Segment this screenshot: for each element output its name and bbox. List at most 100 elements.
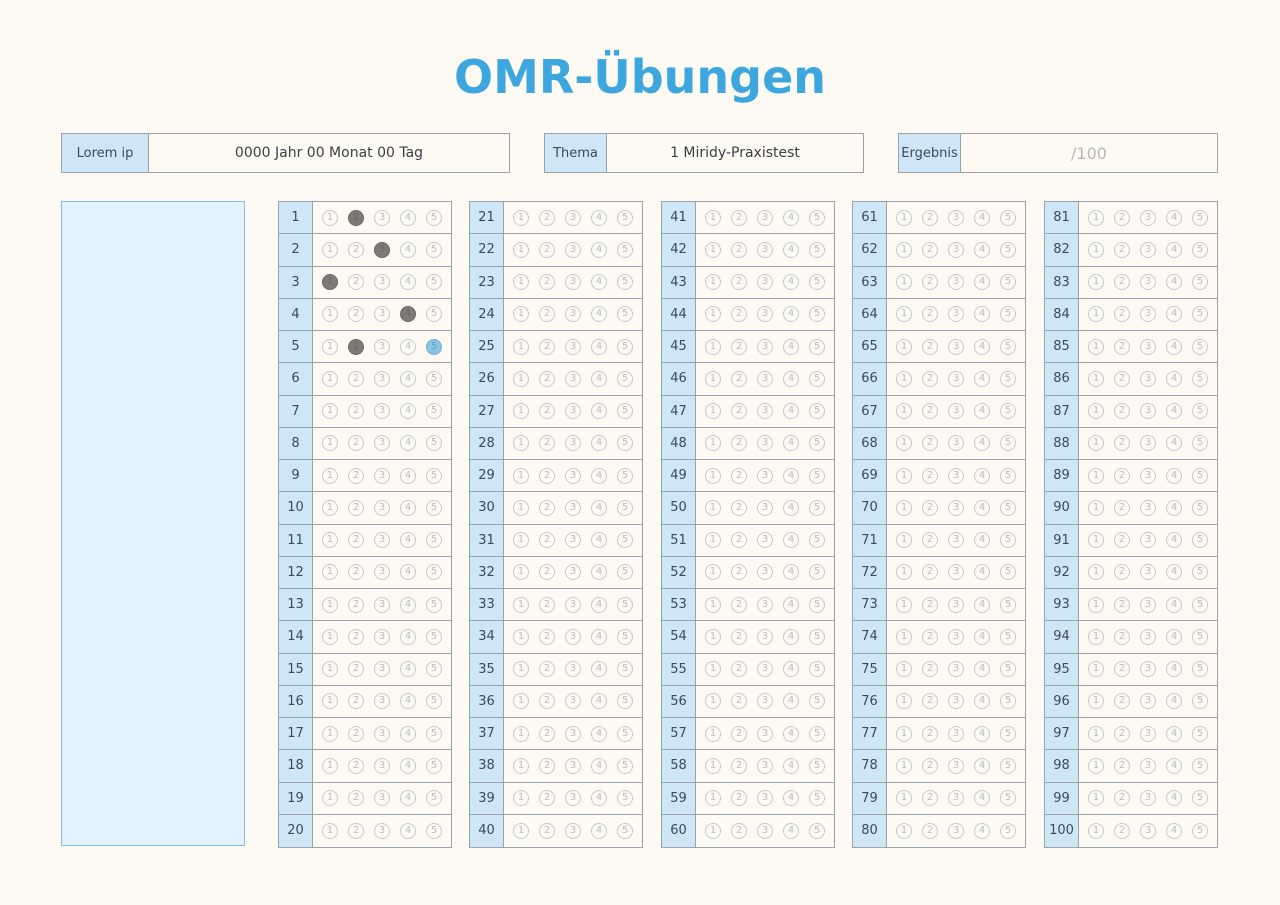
answer-bubble-5[interactable]: 5 (809, 241, 825, 258)
answer-bubble-2[interactable]: 2 (731, 725, 747, 742)
answer-bubble-2[interactable]: 2 (922, 467, 938, 484)
answer-bubble-3[interactable]: 3 (948, 209, 964, 226)
answer-bubble-2[interactable]: 2 (1114, 435, 1130, 452)
answer-bubble-1[interactable]: 1 (705, 757, 721, 774)
answer-bubble-5[interactable]: 5 (617, 822, 633, 839)
answer-bubble-2[interactable]: 2 (922, 274, 938, 291)
answer-bubble-1[interactable]: 1 (1088, 467, 1104, 484)
answer-bubble-4[interactable]: 4 (591, 403, 607, 420)
answer-bubble-2[interactable]: 2 (348, 370, 364, 387)
answer-bubble-1[interactable]: 1 (322, 564, 338, 581)
answer-bubble-5[interactable]: 5 (617, 661, 633, 678)
answer-bubble-5[interactable]: 5 (1000, 661, 1016, 678)
answer-bubble-3[interactable]: 3 (948, 628, 964, 645)
answer-bubble-4[interactable]: 4 (1166, 370, 1182, 387)
answer-bubble-1[interactable]: 1 (705, 338, 721, 355)
answer-bubble-2[interactable]: 2 (1114, 338, 1130, 355)
answer-bubble-3[interactable]: 3 (565, 661, 581, 678)
answer-bubble-1[interactable]: 1 (513, 822, 529, 839)
answer-bubble-3[interactable]: 3 (1140, 822, 1156, 839)
answer-bubble-3[interactable]: 3 (757, 628, 773, 645)
answer-bubble-4[interactable]: 4 (783, 435, 799, 452)
answer-bubble-1[interactable]: 1 (1088, 822, 1104, 839)
answer-bubble-5[interactable]: 5 (1000, 338, 1016, 355)
answer-bubble-1[interactable]: 1 (896, 467, 912, 484)
answer-bubble-3[interactable]: 3 (1140, 628, 1156, 645)
answer-bubble-5[interactable]: 5 (809, 306, 825, 323)
answer-bubble-5[interactable]: 5 (809, 661, 825, 678)
answer-bubble-5[interactable]: 5 (426, 241, 442, 258)
answer-bubble-4[interactable]: 4 (974, 209, 990, 226)
answer-bubble-2[interactable]: 2 (922, 532, 938, 549)
answer-bubble-1[interactable]: 1 (896, 435, 912, 452)
answer-bubble-2[interactable]: 2 (539, 209, 555, 226)
answer-bubble-3[interactable]: 3 (565, 564, 581, 581)
answer-bubble-1[interactable]: 1 (705, 564, 721, 581)
answer-bubble-5[interactable]: 5 (426, 338, 442, 355)
answer-bubble-2[interactable]: 2 (731, 467, 747, 484)
answer-bubble-3[interactable]: 3 (565, 467, 581, 484)
answer-bubble-5[interactable]: 5 (426, 209, 442, 226)
answer-bubble-5[interactable]: 5 (426, 757, 442, 774)
answer-bubble-3[interactable]: 3 (1140, 370, 1156, 387)
answer-bubble-4[interactable]: 4 (783, 499, 799, 516)
answer-bubble-1[interactable]: 1 (1088, 532, 1104, 549)
result-value[interactable]: /100 (1071, 143, 1107, 163)
answer-bubble-4[interactable]: 4 (591, 628, 607, 645)
answer-bubble-5[interactable]: 5 (1000, 403, 1016, 420)
answer-bubble-4[interactable]: 4 (400, 564, 416, 581)
answer-bubble-1[interactable]: 1 (896, 628, 912, 645)
answer-bubble-4[interactable]: 4 (783, 790, 799, 807)
answer-bubble-3[interactable]: 3 (1140, 274, 1156, 291)
answer-bubble-5[interactable]: 5 (617, 274, 633, 291)
answer-bubble-5[interactable]: 5 (1000, 209, 1016, 226)
answer-bubble-3[interactable]: 3 (1140, 338, 1156, 355)
answer-bubble-2[interactable]: 2 (731, 564, 747, 581)
answer-bubble-3[interactable]: 3 (1140, 790, 1156, 807)
answer-bubble-5[interactable]: 5 (426, 499, 442, 516)
answer-bubble-1[interactable]: 1 (322, 628, 338, 645)
answer-bubble-3[interactable]: 3 (374, 757, 390, 774)
answer-bubble-2[interactable]: 2 (922, 693, 938, 710)
answer-bubble-4[interactable]: 4 (591, 532, 607, 549)
answer-bubble-3[interactable]: 3 (374, 241, 390, 258)
answer-bubble-1[interactable]: 1 (1088, 241, 1104, 258)
answer-bubble-2[interactable]: 2 (731, 370, 747, 387)
answer-bubble-5[interactable]: 5 (426, 564, 442, 581)
answer-bubble-5[interactable]: 5 (617, 467, 633, 484)
answer-bubble-4[interactable]: 4 (783, 725, 799, 742)
answer-bubble-1[interactable]: 1 (322, 499, 338, 516)
answer-bubble-1[interactable]: 1 (1088, 370, 1104, 387)
answer-bubble-4[interactable]: 4 (1166, 532, 1182, 549)
answer-bubble-1[interactable]: 1 (705, 596, 721, 613)
answer-bubble-4[interactable]: 4 (591, 790, 607, 807)
answer-bubble-1[interactable]: 1 (513, 757, 529, 774)
answer-bubble-4[interactable]: 4 (591, 274, 607, 291)
answer-bubble-5[interactable]: 5 (1000, 306, 1016, 323)
answer-bubble-4[interactable]: 4 (591, 725, 607, 742)
answer-bubble-2[interactable]: 2 (922, 403, 938, 420)
answer-bubble-1[interactable]: 1 (513, 628, 529, 645)
answer-bubble-4[interactable]: 4 (400, 822, 416, 839)
answer-bubble-2[interactable]: 2 (539, 499, 555, 516)
answer-bubble-4[interactable]: 4 (400, 403, 416, 420)
answer-bubble-5[interactable]: 5 (1192, 564, 1208, 581)
answer-bubble-3[interactable]: 3 (565, 822, 581, 839)
answer-bubble-2[interactable]: 2 (348, 564, 364, 581)
answer-bubble-2[interactable]: 2 (731, 435, 747, 452)
answer-bubble-5[interactable]: 5 (809, 693, 825, 710)
answer-bubble-4[interactable]: 4 (400, 596, 416, 613)
answer-bubble-2[interactable]: 2 (922, 661, 938, 678)
answer-bubble-4[interactable]: 4 (400, 370, 416, 387)
answer-bubble-1[interactable]: 1 (896, 499, 912, 516)
answer-bubble-5[interactable]: 5 (426, 596, 442, 613)
answer-bubble-5[interactable]: 5 (1192, 693, 1208, 710)
answer-bubble-3[interactable]: 3 (374, 564, 390, 581)
answer-bubble-4[interactable]: 4 (1166, 725, 1182, 742)
answer-bubble-1[interactable]: 1 (705, 435, 721, 452)
answer-bubble-3[interactable]: 3 (757, 241, 773, 258)
answer-bubble-2[interactable]: 2 (922, 790, 938, 807)
answer-bubble-1[interactable]: 1 (513, 435, 529, 452)
answer-bubble-2[interactable]: 2 (1114, 757, 1130, 774)
answer-bubble-4[interactable]: 4 (1166, 435, 1182, 452)
